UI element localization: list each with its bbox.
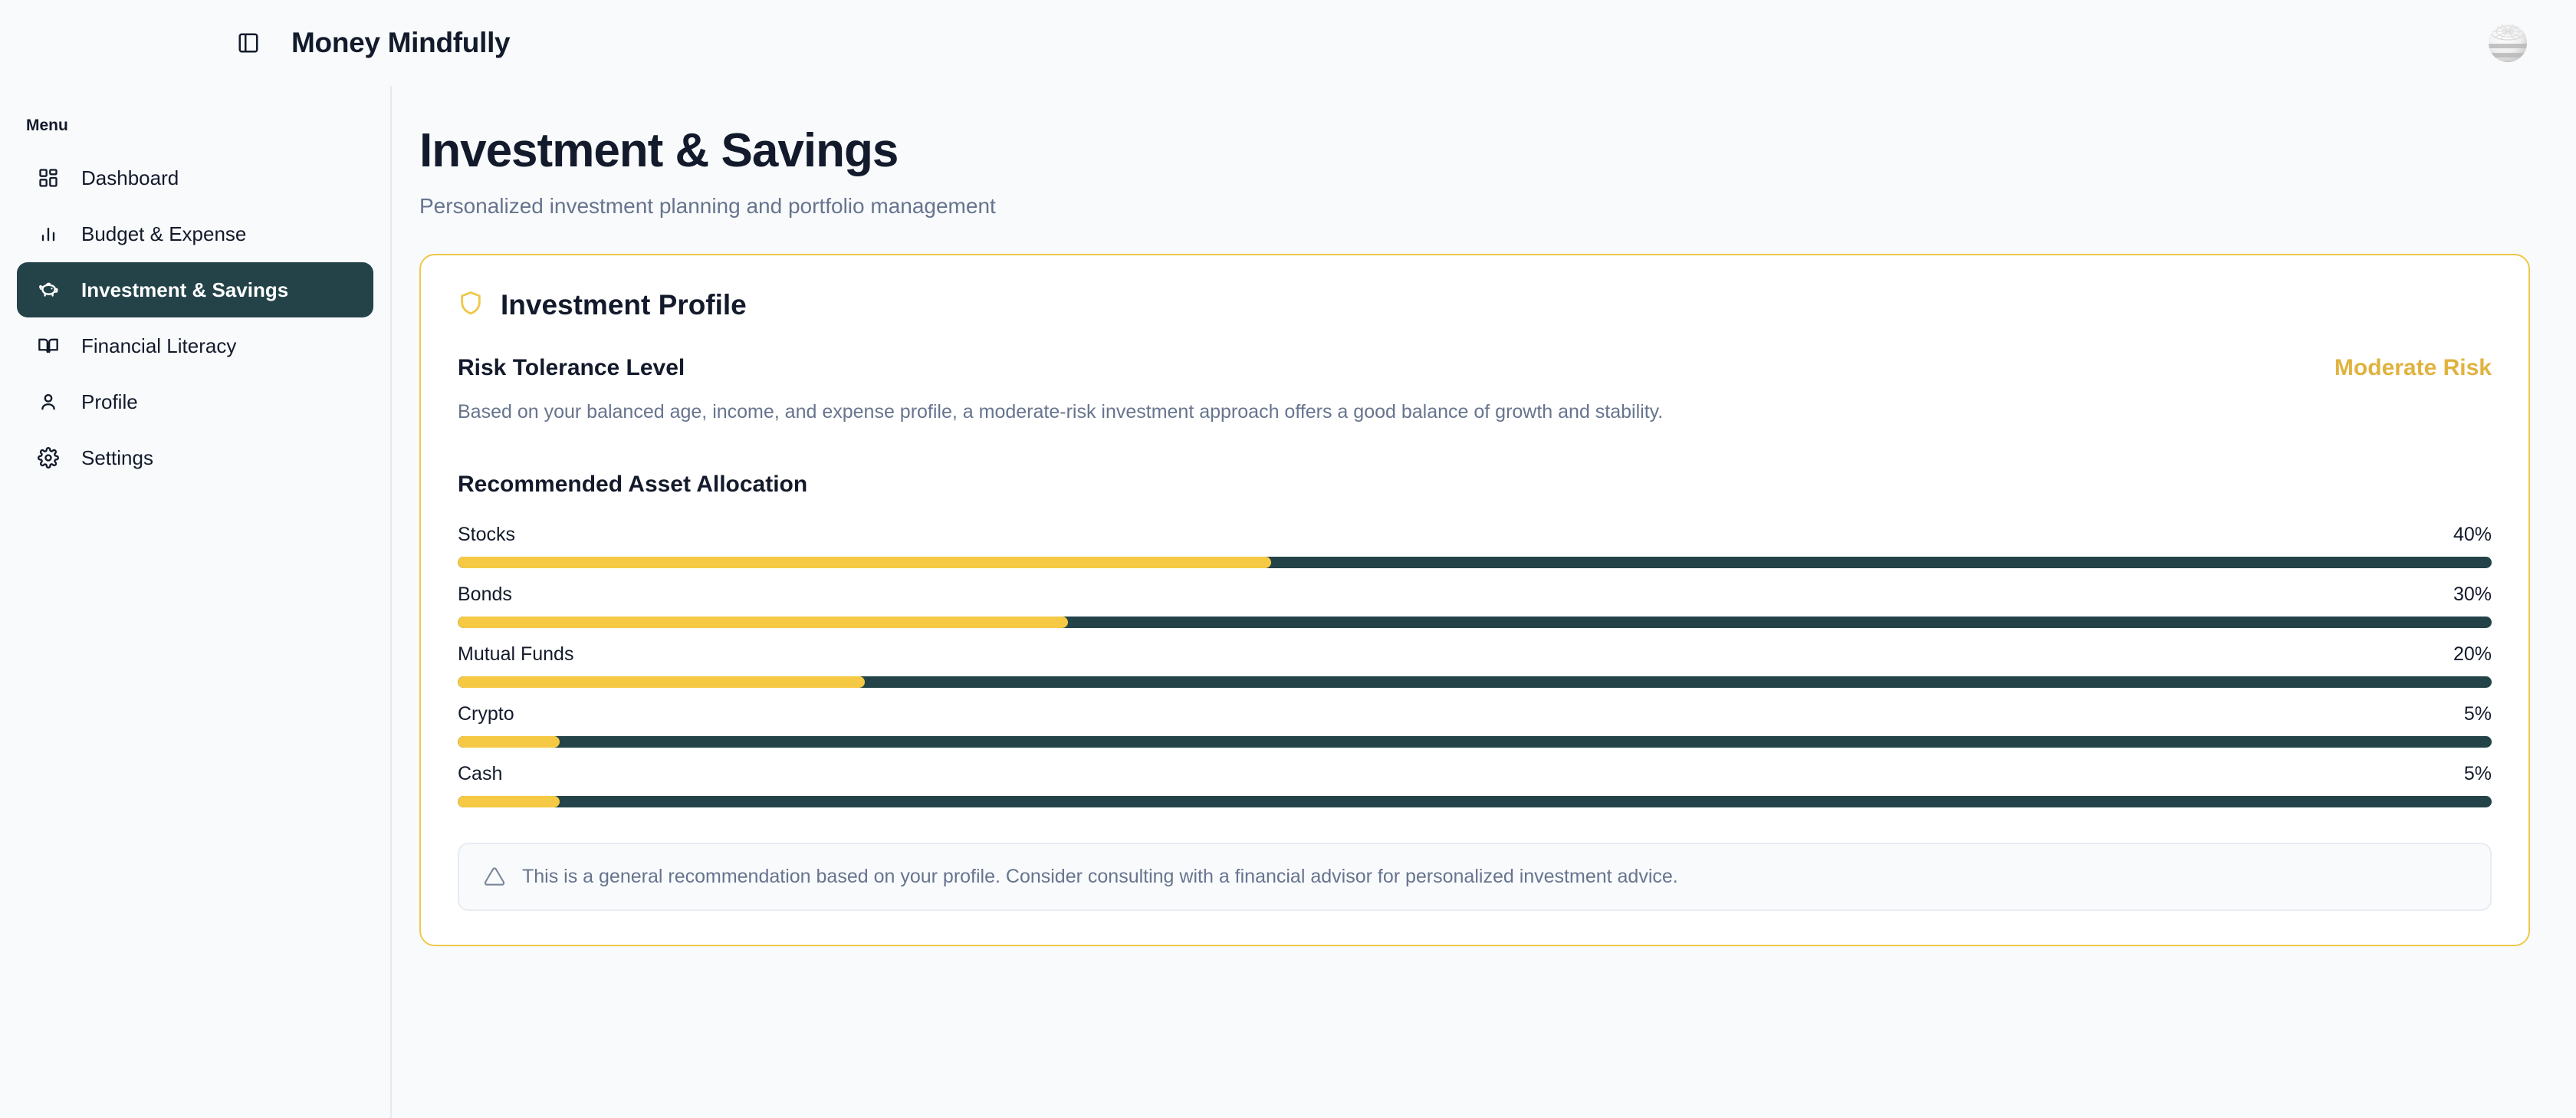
sidebar-nav: Menu Dashboard [0, 86, 392, 1118]
shield-icon [458, 290, 484, 320]
top-header: Money Mindfully [0, 0, 2576, 86]
investment-profile-card: Investment Profile Risk Tolerance Level … [419, 253, 2530, 946]
header-right-area [2482, 18, 2533, 68]
risk-tolerance-heading: Risk Tolerance Level [458, 354, 685, 380]
panel-left-icon [237, 31, 260, 54]
allocation-label: Stocks [458, 523, 516, 545]
allocation-percent: 30% [2453, 583, 2492, 605]
disclaimer-note: This is a general recommendation based o… [458, 842, 2492, 911]
allocation-row: Bonds 30% [458, 584, 2492, 628]
allocation-list: Stocks 40% Bonds 30% [458, 524, 2492, 807]
sidebar-item-label: Investment & Savings [81, 278, 289, 301]
sidebar-item-label: Dashboard [81, 166, 179, 189]
sidebar-toggle-button[interactable] [230, 25, 267, 61]
allocation-percent: 20% [2453, 643, 2492, 665]
allocation-progress-track [458, 676, 2492, 688]
grid-icon [35, 165, 61, 191]
risk-tolerance-row: Risk Tolerance Level Moderate Risk [458, 355, 2492, 381]
allocation-progress-track [458, 556, 2492, 568]
allocation-row: Crypto 5% [458, 703, 2492, 748]
bar-chart-icon [35, 221, 61, 247]
allocation-label: Bonds [458, 583, 512, 605]
sidebar-item-label: Profile [81, 390, 138, 413]
piggy-bank-icon [35, 277, 61, 303]
brand-title: Money Mindfully [291, 27, 511, 58]
globe-avatar-icon[interactable] [2482, 18, 2533, 68]
allocation-progress-track [458, 795, 2492, 807]
allocation-percent: 5% [2463, 762, 2492, 784]
sidebar-item-dashboard[interactable]: Dashboard [17, 150, 373, 206]
allocation-row: Cash 5% [458, 763, 2492, 807]
sidebar-item-budget-expense[interactable]: Budget & Expense [17, 206, 373, 261]
sidebar-item-label: Budget & Expense [81, 222, 247, 245]
page-title: Investment & Savings [419, 124, 899, 177]
gear-icon [35, 445, 61, 471]
sidebar-item-settings[interactable]: Settings [17, 430, 373, 485]
allocation-label: Crypto [458, 702, 514, 725]
allocation-percent: 5% [2463, 702, 2492, 725]
book-open-icon [35, 333, 61, 359]
card-header: Investment Profile [458, 289, 2492, 321]
sidebar-section-label: Menu [26, 117, 68, 134]
allocation-progress-track [458, 616, 2492, 628]
allocation-progress-fill [458, 676, 865, 688]
allocation-percent: 40% [2453, 523, 2492, 545]
risk-level-badge: Moderate Risk [2334, 354, 2492, 380]
allocation-progress-fill [458, 616, 1068, 628]
sidebar-item-financial-literacy[interactable]: Financial Literacy [17, 318, 373, 373]
allocation-progress-fill [458, 795, 560, 807]
allocation-progress-track [458, 735, 2492, 748]
allocation-row: Mutual Funds 20% [458, 643, 2492, 688]
allocation-progress-fill [458, 556, 1272, 568]
body-row: Menu Dashboard [0, 86, 2576, 1118]
user-icon [35, 389, 61, 415]
main-content: Investment & Savings Personalized invest… [392, 86, 2576, 1118]
allocation-label: Mutual Funds [458, 643, 574, 665]
allocation-heading: Recommended Asset Allocation [458, 471, 808, 497]
card-title: Investment Profile [501, 288, 747, 321]
sidebar-item-label: Financial Literacy [81, 334, 237, 357]
allocation-label: Cash [458, 762, 503, 784]
sidebar-item-profile[interactable]: Profile [17, 374, 373, 429]
sidebar-item-label: Settings [81, 446, 153, 469]
risk-description: Based on your balanced age, income, and … [458, 400, 1664, 423]
alert-triangle-icon [484, 866, 507, 887]
allocation-progress-fill [458, 735, 560, 748]
page-subtitle: Personalized investment planning and por… [419, 193, 996, 218]
disclaimer-text: This is a general recommendation based o… [522, 865, 1678, 887]
allocation-row: Stocks 40% [458, 524, 2492, 568]
sidebar-item-investment-savings[interactable]: Investment & Savings [17, 262, 373, 317]
